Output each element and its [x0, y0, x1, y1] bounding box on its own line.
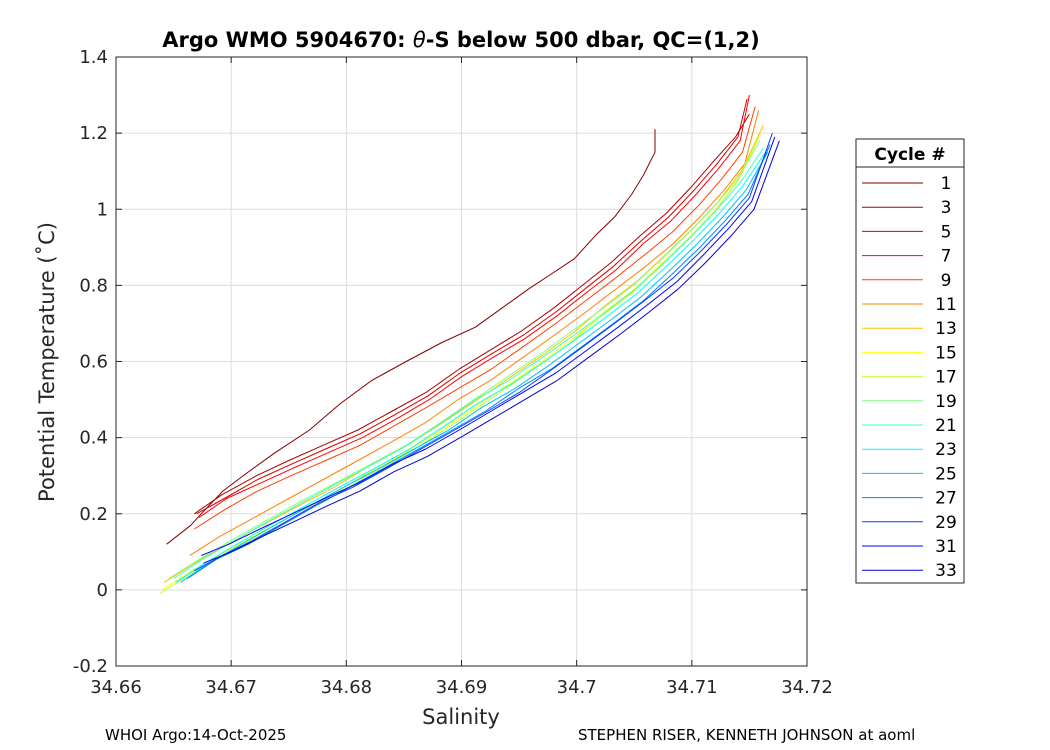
- series-line-cycle-29: [194, 132, 773, 572]
- x-tick-label: 34.71: [666, 677, 718, 698]
- legend-label-cycle-5: 5: [941, 222, 952, 242]
- legend-label-cycle-7: 7: [941, 247, 952, 267]
- y-tick-label: 0.8: [79, 275, 108, 296]
- legend-label-cycle-33: 33: [935, 561, 957, 581]
- x-tick-label: 34.7: [557, 677, 597, 698]
- chart-title: Argo WMO 5904670: θ-S below 500 dbar, QC…: [162, 28, 759, 52]
- series-line-cycle-25: [180, 151, 769, 583]
- series-line-cycle-21: [173, 148, 764, 579]
- series-line-cycle-1: [166, 129, 656, 545]
- legend-label-cycle-31: 31: [935, 537, 957, 557]
- x-tick-label: 34.67: [205, 677, 257, 698]
- series-line-cycle-5: [196, 98, 748, 515]
- series-group: [159, 95, 780, 595]
- legend-label-cycle-23: 23: [935, 440, 957, 460]
- title-prefix: Argo WMO 5904670:: [162, 28, 413, 52]
- series-line-cycle-7: [198, 95, 750, 519]
- series-line-cycle-23: [175, 151, 766, 583]
- x-tick-label: 34.69: [436, 677, 488, 698]
- legend-label-cycle-13: 13: [935, 319, 957, 339]
- y-tick-label: -0.2: [73, 656, 108, 677]
- legend-label-cycle-29: 29: [935, 513, 957, 533]
- series-line-cycle-15: [161, 132, 762, 591]
- legend-label-cycle-1: 1: [941, 174, 952, 194]
- legend-label-cycle-11: 11: [935, 295, 957, 315]
- series-line-cycle-19: [168, 140, 761, 579]
- legend-label-cycle-15: 15: [935, 343, 957, 363]
- y-tick-label: 0: [97, 580, 108, 601]
- series-line-cycle-3: [194, 113, 750, 515]
- legend-label-cycle-19: 19: [935, 392, 957, 412]
- series-line-cycle-31: [201, 136, 776, 557]
- legend-label-cycle-9: 9: [941, 271, 952, 291]
- x-axis-label: Salinity: [422, 705, 500, 729]
- legend-box: [855, 138, 965, 584]
- series-line-cycle-9: [194, 106, 756, 530]
- y-axis-label: Potential Temperature (˚C): [35, 222, 59, 502]
- series-line-cycle-27: [187, 144, 771, 579]
- series-line-cycle-33: [203, 140, 780, 564]
- legend-label-cycle-27: 27: [935, 489, 957, 509]
- x-tick-label: 34.72: [781, 677, 833, 698]
- y-tick-label: 0.2: [79, 504, 108, 525]
- legend-label-cycle-21: 21: [935, 416, 957, 436]
- legend-label-cycle-3: 3: [941, 198, 952, 218]
- y-tick-label: 1.2: [79, 123, 108, 144]
- title-suffix: -S below 500 dbar, QC=(1,2): [426, 28, 760, 52]
- series-line-cycle-11: [189, 110, 760, 557]
- y-tick-label: 0.4: [79, 428, 108, 449]
- y-tick-label: 1.4: [79, 47, 108, 68]
- x-tick-label: 34.66: [90, 677, 142, 698]
- legend-label-cycle-25: 25: [935, 464, 957, 484]
- footer-left: WHOI Argo:14-Oct-2025: [105, 726, 287, 744]
- footer-right: STEPHEN RISER, KENNETH JOHNSON at aoml: [578, 726, 916, 744]
- x-tick-label: 34.68: [321, 677, 373, 698]
- y-tick-label: 1: [97, 199, 108, 220]
- legend-label-cycle-17: 17: [935, 368, 957, 388]
- y-tick-label: 0.6: [79, 352, 108, 373]
- title-theta: θ: [413, 28, 426, 52]
- axis-ticks: 34.66 34.67 34.68 34.69 34.7 34.71 34.72 -0.2 0 0…: [73, 47, 833, 698]
- legend-title: Cycle #: [874, 145, 945, 165]
